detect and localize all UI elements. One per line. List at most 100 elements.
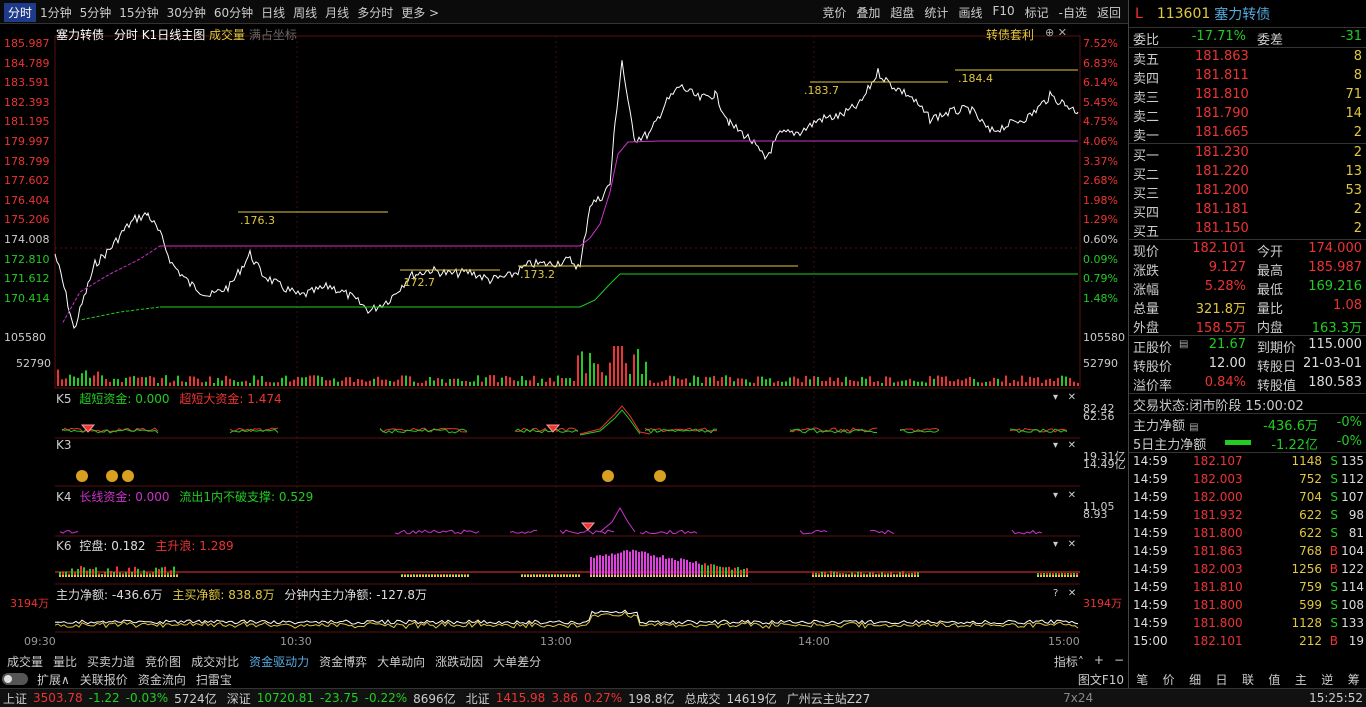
period-tab[interactable]: 30分钟 <box>166 6 206 20</box>
graphic-f10-button[interactable]: 图文F10 <box>1077 673 1124 687</box>
main-indicator[interactable]: K1日线主图 <box>141 28 206 42</box>
period-tab[interactable]: 5分钟 <box>79 6 112 20</box>
k6-collapse-icon[interactable]: ▾ <box>1053 539 1059 550</box>
news-ticker-label[interactable]: 7x24 <box>1063 691 1094 705</box>
k6-pane-buttons[interactable]: ▾ ✕ <box>1053 539 1076 550</box>
sh-index-label[interactable]: 上证 <box>3 691 28 706</box>
bond-arbitrage-tag[interactable]: 转债套利 <box>986 28 1035 42</box>
quote-tab[interactable]: 细 <box>1189 672 1202 687</box>
flow-pane-buttons[interactable]: ? ✕ <box>1053 588 1076 599</box>
toolbar-tool[interactable]: -自选 <box>1058 6 1087 20</box>
indicator-tab[interactable]: 涨跌动因 <box>435 654 484 669</box>
tick-volume: 768 <box>1299 544 1322 558</box>
period-tab[interactable]: 日线 <box>261 6 286 20</box>
flow-help-icon[interactable]: ? <box>1053 588 1059 599</box>
toolbar-tool[interactable]: 叠加 <box>856 6 881 20</box>
flow-close-icon[interactable]: ✕ <box>1067 588 1077 599</box>
indicator-tab[interactable]: 量比 <box>53 654 78 669</box>
indicator-control[interactable]: − <box>1113 653 1124 667</box>
pct-tick-label: 5.45% <box>1083 95 1118 109</box>
period-tab[interactable]: 更多 > <box>401 6 440 20</box>
chart-icon[interactable]: ▤ <box>1179 339 1189 350</box>
k5-collapse-icon[interactable]: ▾ <box>1053 392 1059 403</box>
toolbar-tool[interactable]: 竞价 <box>822 6 847 20</box>
indicator-control[interactable]: + <box>1093 653 1104 667</box>
indicator-control[interactable]: 指标˄ <box>1053 655 1084 669</box>
k4-collapse-icon[interactable]: ▾ <box>1053 490 1059 501</box>
quote-tab[interactable]: 筹 <box>1347 672 1360 687</box>
toolbar-tool[interactable]: 统计 <box>924 6 949 20</box>
quote-tab[interactable]: 价 <box>1162 672 1175 687</box>
full-coordinate-label[interactable]: 满占坐标 <box>248 28 297 42</box>
extension-tab[interactable]: 扩展∧ <box>37 672 70 687</box>
indicator-tab[interactable]: 竞价图 <box>145 654 182 669</box>
indicator-tab[interactable]: 成交对比 <box>191 654 240 669</box>
chart-area[interactable]: .176.3 .172.7 .173.2 .183.7 .184.4 <box>0 24 1128 652</box>
quote-tab[interactable]: 联 <box>1241 672 1254 687</box>
k3-close-icon[interactable]: ✕ <box>1067 440 1076 451</box>
chart-header-buttons[interactable]: ⊕ ✕ <box>1045 26 1067 39</box>
tick-list[interactable]: 14:59 182.107 1148 S 135 14:59 182.003 752 S 112 1… <box>1129 453 1366 651</box>
pct-tick-label: 4.06% <box>1083 135 1118 148</box>
price-tick-label: 171.612 <box>4 272 50 286</box>
server-site[interactable]: 广州云主站Z27 <box>786 691 871 706</box>
main-chart-header: 塞力转债 分时 K1日线主图 成交量 满占坐标 <box>56 26 297 43</box>
k5-line <box>899 427 940 433</box>
extension-tab[interactable]: 关联报价 <box>79 672 128 687</box>
k4-pane-buttons[interactable]: ▾ ✕ <box>1053 490 1076 501</box>
security-title[interactable]: 塞力转债 <box>1214 6 1271 23</box>
k4-line <box>869 529 895 535</box>
sz-index-change: -23.75 <box>319 691 359 705</box>
k4-close-icon[interactable]: ✕ <box>1067 490 1076 501</box>
quote-tab[interactable]: 主 <box>1294 672 1307 687</box>
period-tab[interactable]: 周线 <box>293 6 318 20</box>
period-tab[interactable]: 分时 <box>4 3 37 22</box>
indicator-tab[interactable]: 买卖力道 <box>87 654 136 669</box>
indicator-tab[interactable]: 大单动向 <box>377 654 426 669</box>
k3-pane-buttons[interactable]: ▾ ✕ <box>1053 440 1076 451</box>
k6-close-icon[interactable]: ✕ <box>1067 539 1076 550</box>
indicator-tab[interactable]: 大单差分 <box>493 654 542 669</box>
buys-level: 买二 181.220 13 <box>1129 163 1366 183</box>
period-tab[interactable]: 多分时 <box>357 6 394 20</box>
toolbar-tool[interactable]: F10 <box>992 4 1015 18</box>
period-tab[interactable]: 1分钟 <box>40 6 72 20</box>
k5-field-2: 超短大资金: 1.474 <box>179 392 282 406</box>
tick-count: 114 <box>1341 580 1364 594</box>
sells-level-label: 卖四 <box>1133 72 1160 87</box>
period-tab[interactable]: 月线 <box>325 6 350 20</box>
stats-value: 185.987 <box>1308 260 1362 275</box>
extension-tab[interactable]: 资金流向 <box>137 672 186 687</box>
quote-tab[interactable]: 逆 <box>1321 672 1334 687</box>
quote-tab[interactable]: 日 <box>1215 672 1228 687</box>
indicator-tab[interactable]: 资金驱动力 <box>249 654 310 669</box>
indicator-tab[interactable]: 成交量 <box>7 654 44 669</box>
buys-level: 买三 181.200 53 <box>1129 182 1366 202</box>
tick-price: 182.101 <box>1193 634 1243 648</box>
stock-value: 12.00 <box>1208 356 1246 371</box>
period-tab[interactable]: 60分钟 <box>213 6 254 20</box>
price-tick-label: 170.414 <box>4 291 50 305</box>
k3-collapse-icon[interactable]: ▾ <box>1053 440 1059 451</box>
tick-time: 14:59 <box>1133 472 1168 486</box>
bz-index-label[interactable]: 北证 <box>465 691 490 706</box>
sz-index-label[interactable]: 深证 <box>226 691 251 706</box>
toolbar-tool[interactable]: 超盘 <box>890 6 915 20</box>
stock-label: 正股价 <box>1133 341 1173 356</box>
price-tick-label: 179.997 <box>4 135 50 148</box>
volume-label[interactable]: 成交量 <box>209 28 246 42</box>
extension-tab[interactable]: 扫雷宝 <box>195 672 232 687</box>
toolbar-tool[interactable]: 标记 <box>1024 6 1049 20</box>
k5-pane-buttons[interactable]: ▾ ✕ <box>1053 392 1076 403</box>
quote-tab[interactable]: 值 <box>1268 672 1281 687</box>
tick-row: 14:59 182.000 704 S 107 <box>1129 489 1366 507</box>
indicator-tab[interactable]: 资金博弈 <box>319 654 368 669</box>
period-tab[interactable]: 15分钟 <box>119 6 159 20</box>
sells-level-volume: 8 <box>1353 49 1362 64</box>
extension-toggle[interactable] <box>2 673 28 685</box>
quote-tab[interactable]: 笔 <box>1136 672 1149 687</box>
list-icon[interactable]: ▤ <box>1189 422 1199 433</box>
toolbar-tool[interactable]: 画线 <box>958 6 983 20</box>
toolbar-tool[interactable]: 返回 <box>1096 6 1121 20</box>
k5-close-icon[interactable]: ✕ <box>1067 392 1076 403</box>
